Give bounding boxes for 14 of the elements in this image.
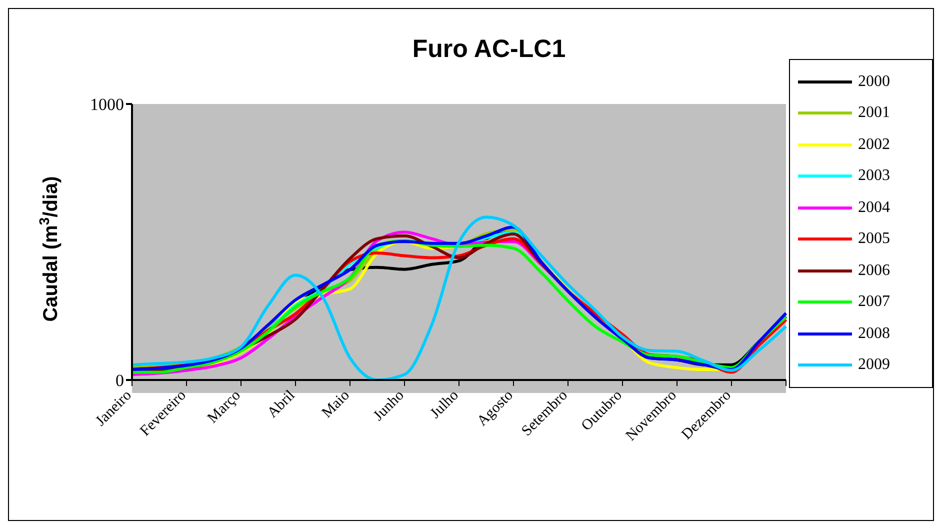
legend-label: 2002	[858, 136, 890, 154]
x-tick-label: Maio	[319, 388, 353, 422]
legend-label: 2009	[858, 356, 890, 374]
y-tick-label: 1000	[90, 95, 124, 114]
y-tick-label: 0	[116, 371, 124, 390]
legend-label: 2000	[858, 72, 890, 91]
legend-label: 2004	[858, 198, 890, 217]
legend-label: 2003	[858, 167, 890, 186]
legend-label: 2008	[858, 324, 890, 343]
legend-label: 2005	[858, 230, 890, 248]
legend-label: 2001	[858, 104, 890, 122]
chart-title: Furo AC-LC1	[411, 35, 567, 64]
legend-label: 2007	[858, 293, 890, 312]
legend-label: 2006	[858, 262, 890, 280]
